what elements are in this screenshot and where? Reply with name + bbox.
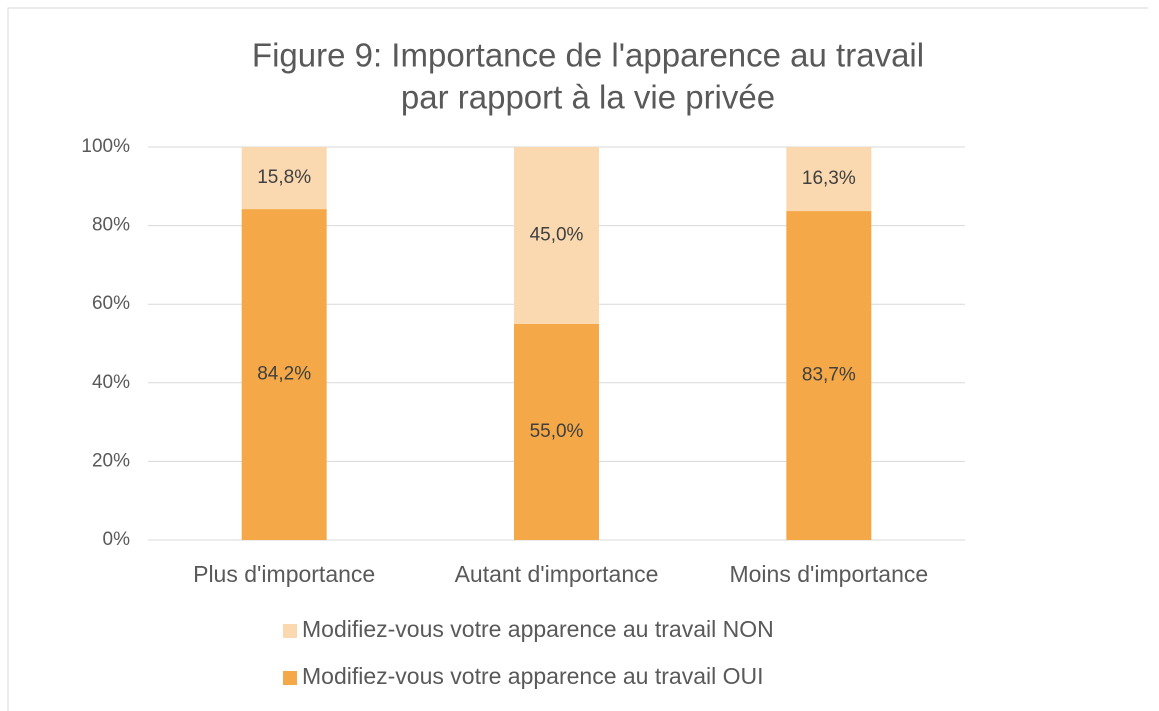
data-label: 15,8%	[257, 167, 311, 188]
data-label: 84,2%	[257, 364, 311, 385]
bar-segment	[786, 211, 872, 540]
y-tick-label: 80%	[92, 215, 130, 236]
chart-border	[7, 7, 1148, 711]
x-tick-label: Moins d'importance	[729, 561, 928, 587]
bar-segment	[241, 209, 327, 540]
legend-label: Modifiez-vous votre apparence au travail…	[302, 663, 764, 689]
y-tick-label: 20%	[92, 450, 130, 471]
chart-title: par rapport à la vie privée	[401, 79, 775, 116]
y-tick-label: 60%	[92, 293, 130, 314]
bar-segment	[241, 147, 327, 210]
bar-segment	[514, 323, 599, 540]
legend-swatch	[283, 624, 297, 638]
y-tick-label: 40%	[92, 372, 130, 393]
data-label: 83,7%	[802, 365, 856, 386]
data-label: 16,3%	[802, 168, 856, 189]
bar-segment	[514, 147, 599, 324]
chart-title: Figure 9: Importance de l'apparence au t…	[252, 37, 924, 74]
data-label: 55,0%	[530, 421, 584, 442]
y-tick-label: 0%	[103, 529, 131, 550]
data-label: 45,0%	[530, 224, 584, 245]
bar-segment	[786, 147, 872, 212]
y-tick-label: 100%	[81, 136, 130, 157]
legend-swatch	[283, 671, 297, 685]
legend-label: Modifiez-vous votre apparence au travail…	[302, 616, 774, 642]
x-tick-label: Plus d'importance	[193, 561, 375, 587]
x-tick-label: Autant d'importance	[455, 561, 659, 587]
